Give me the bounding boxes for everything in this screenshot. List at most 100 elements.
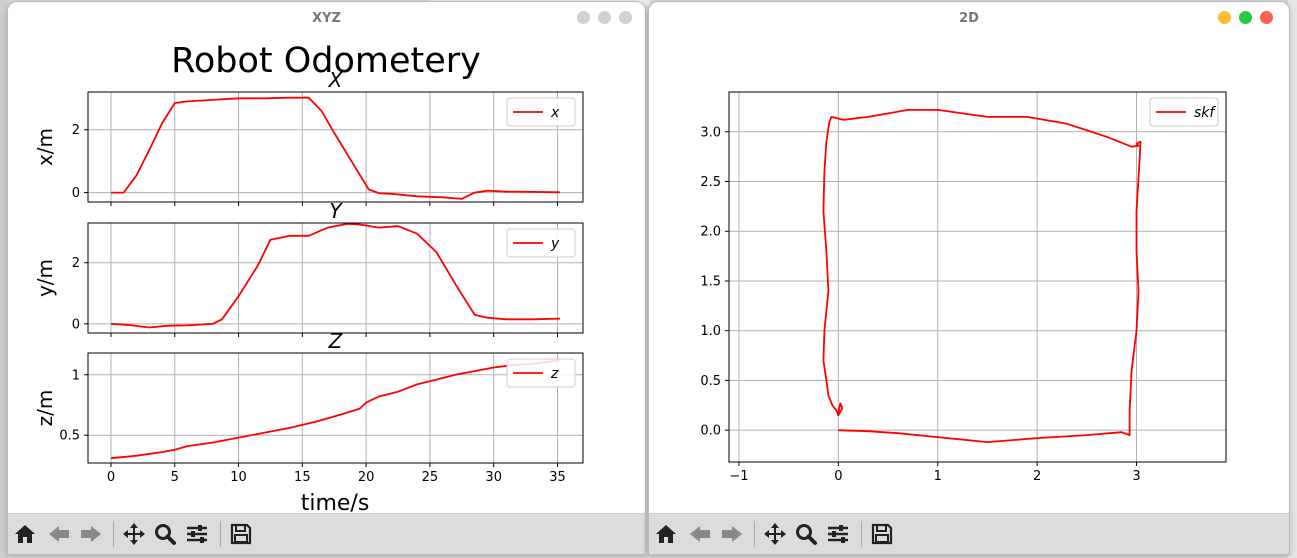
toolbar-separator bbox=[754, 521, 755, 547]
home-button[interactable] bbox=[651, 520, 681, 548]
chart-axes-2: 0 5 10 15 20 25 30 35 0.5 1 Zz/m z bbox=[33, 329, 584, 485]
pan-button[interactable] bbox=[760, 520, 790, 548]
legend-label: z bbox=[550, 366, 559, 382]
pan-button[interactable] bbox=[119, 520, 149, 548]
2d-figure-window[interactable]: 2D −1 0 1 2 3 0.0 0.5 1.0 1.5 2.0 2.5 3.0 skf bbox=[649, 2, 1289, 554]
x-axis-label: time/s bbox=[301, 491, 370, 514]
y-tick-label: 1.5 bbox=[700, 274, 721, 289]
toolbar-separator bbox=[861, 521, 862, 547]
y-tick-label: 0 bbox=[72, 317, 80, 332]
series-line-skf bbox=[822, 109, 1142, 444]
y-tick-label: 2 bbox=[72, 256, 80, 271]
legend: skf bbox=[1149, 97, 1219, 127]
series-line-x bbox=[111, 96, 561, 200]
axes-frame bbox=[87, 91, 584, 203]
legend: x bbox=[506, 97, 576, 127]
window-close-button[interactable] bbox=[1260, 11, 1273, 24]
subplot-title: X bbox=[328, 68, 344, 92]
xyz-figure-canvas[interactable]: Robot Odometery time/s 0 2 Xx/m x 0 2 Yy/m y 0 5 1… bbox=[8, 34, 645, 514]
window-titlebar[interactable]: 2D bbox=[649, 2, 1289, 34]
axes-frame bbox=[87, 222, 584, 334]
navigation-toolbar bbox=[8, 513, 645, 554]
chart-axes-3: −1 0 1 2 3 0.0 0.5 1.0 1.5 2.0 2.5 3.0 skf bbox=[700, 91, 1227, 484]
toolbar-separator bbox=[220, 521, 221, 547]
y-axis-label: y/m bbox=[33, 259, 57, 297]
y-tick-label: 1.0 bbox=[700, 324, 721, 339]
y-tick-label: 0.5 bbox=[700, 374, 721, 389]
save-icon bbox=[230, 523, 252, 545]
series-line-z bbox=[110, 359, 561, 460]
navigation-toolbar bbox=[649, 513, 1289, 554]
x-tick-label: 20 bbox=[358, 470, 375, 485]
series-line-y bbox=[110, 222, 561, 329]
x-tick-label: 0 bbox=[107, 470, 115, 485]
pan-icon bbox=[123, 523, 145, 545]
x-tick-label: 2 bbox=[1033, 469, 1041, 484]
x-tick-label: 25 bbox=[422, 470, 439, 485]
zoom-button[interactable] bbox=[150, 520, 180, 548]
window-maximize-button[interactable] bbox=[598, 11, 611, 24]
save-button[interactable] bbox=[867, 520, 897, 548]
x-tick-label: 0 bbox=[834, 469, 842, 484]
home-button[interactable] bbox=[10, 520, 40, 548]
toolbar-separator bbox=[113, 521, 114, 547]
forward-icon bbox=[81, 526, 101, 542]
forward-button[interactable] bbox=[76, 520, 106, 548]
home-icon bbox=[15, 525, 35, 543]
y-tick-label: 0.0 bbox=[700, 424, 721, 439]
window-titlebar[interactable]: XYZ bbox=[8, 2, 645, 34]
x-tick-label: 3 bbox=[1132, 469, 1140, 484]
x-tick-label: 5 bbox=[171, 470, 179, 485]
window-title: 2D bbox=[959, 11, 979, 26]
x-tick-label: 1 bbox=[934, 469, 942, 484]
x-tick-label: 10 bbox=[230, 470, 247, 485]
2d-figure-canvas[interactable]: −1 0 1 2 3 0.0 0.5 1.0 1.5 2.0 2.5 3.0 skf bbox=[649, 34, 1289, 514]
configure-subplots-button[interactable] bbox=[182, 520, 212, 548]
y-tick-label: 2 bbox=[72, 123, 80, 138]
legend-label: x bbox=[550, 105, 560, 121]
axes-frame bbox=[87, 352, 584, 464]
chart-axes-1: 0 2 Yy/m y bbox=[33, 199, 584, 337]
zoom-button[interactable] bbox=[791, 520, 821, 548]
save-button[interactable] bbox=[226, 520, 256, 548]
axes-frame bbox=[728, 91, 1227, 463]
desktop-right-strip bbox=[1288, 0, 1297, 558]
pan-icon bbox=[764, 523, 786, 545]
forward-button[interactable] bbox=[717, 520, 747, 548]
back-icon bbox=[690, 526, 710, 542]
window-close-button[interactable] bbox=[619, 11, 632, 24]
legend-label: y bbox=[550, 236, 560, 252]
desktop-background bbox=[0, 0, 8, 558]
y-tick-label: 2.5 bbox=[700, 175, 721, 190]
legend: y bbox=[506, 228, 576, 258]
configure-subplots-button[interactable] bbox=[823, 520, 853, 548]
window-minimize-button[interactable] bbox=[577, 11, 590, 24]
back-button[interactable] bbox=[44, 520, 74, 548]
x-tick-label: 15 bbox=[294, 470, 311, 485]
window-minimize-button[interactable] bbox=[1218, 11, 1231, 24]
y-tick-label: 0 bbox=[72, 186, 80, 201]
zoom-icon bbox=[796, 524, 817, 545]
save-icon bbox=[871, 523, 893, 545]
back-icon bbox=[49, 526, 69, 542]
y-tick-label: 1 bbox=[72, 368, 80, 383]
home-icon bbox=[656, 525, 676, 543]
forward-icon bbox=[722, 526, 742, 542]
configure-subplots-icon bbox=[828, 525, 848, 543]
window-maximize-button[interactable] bbox=[1239, 11, 1252, 24]
subplot-title: Z bbox=[328, 329, 344, 353]
x-tick-label: −1 bbox=[729, 469, 748, 484]
y-axis-label: x/m bbox=[33, 128, 57, 166]
configure-subplots-icon bbox=[187, 525, 207, 543]
zoom-icon bbox=[155, 524, 176, 545]
back-button[interactable] bbox=[685, 520, 715, 548]
subplot-title: Y bbox=[329, 199, 343, 223]
x-tick-label: 35 bbox=[549, 470, 566, 485]
window-title: XYZ bbox=[312, 11, 341, 26]
figure-title: Robot Odometery bbox=[171, 41, 481, 81]
y-tick-label: 2.0 bbox=[700, 225, 721, 240]
chart-axes-0: 0 2 Xx/m x bbox=[33, 68, 584, 206]
legend: z bbox=[506, 358, 576, 388]
x-tick-label: 30 bbox=[485, 470, 502, 485]
